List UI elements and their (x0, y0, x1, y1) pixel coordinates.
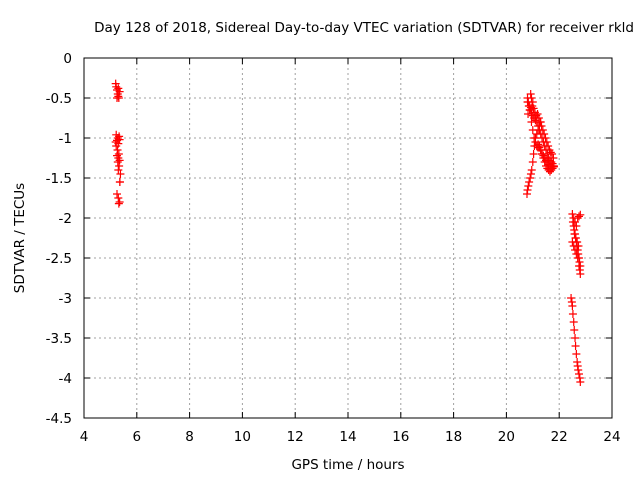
x-tick-label: 24 (603, 429, 620, 445)
y-tick-label: -1 (59, 131, 72, 147)
data-point (574, 242, 583, 250)
x-tick-label: 16 (392, 429, 409, 445)
data-point (116, 170, 125, 178)
data-point (575, 266, 584, 274)
y-tick-label: -2.5 (46, 251, 72, 267)
y-tick-label: -3 (59, 291, 72, 307)
data-point (529, 104, 538, 113)
data-point (524, 182, 533, 190)
data-point (568, 310, 577, 318)
data-point (528, 98, 537, 106)
data-point (540, 130, 549, 138)
data-point (534, 114, 543, 122)
data-point (573, 238, 582, 246)
data-point (572, 222, 581, 230)
data-point (571, 342, 580, 350)
x-tick-label: 4 (80, 429, 89, 445)
x-tick-label: 10 (234, 429, 251, 445)
data-point (548, 150, 557, 158)
data-point (549, 162, 558, 171)
data-point (536, 118, 545, 126)
y-tick-label: -4.5 (46, 411, 72, 427)
x-tick-label: 18 (445, 429, 462, 445)
data-point (544, 142, 553, 150)
data-point (114, 92, 123, 101)
data-point (570, 230, 579, 238)
data-point (542, 138, 551, 146)
data-point (568, 210, 577, 218)
x-tick-label: 8 (185, 429, 194, 445)
data-point (569, 318, 578, 326)
data-point (571, 234, 580, 242)
data-point (523, 186, 532, 194)
data-point (526, 174, 535, 182)
x-axis-label: GPS time / hours (291, 457, 405, 473)
data-point (533, 110, 542, 118)
x-tick-label: 6 (133, 429, 142, 445)
x-tick-label: 20 (498, 429, 515, 445)
data-point (114, 199, 123, 208)
y-tick-label: -4 (59, 371, 72, 387)
data-point (575, 370, 583, 378)
x-tick-label: 22 (551, 429, 568, 445)
data-point (115, 198, 124, 206)
data-point (535, 142, 544, 150)
x-tick-label: 12 (287, 429, 304, 445)
data-point (113, 94, 121, 102)
data-point (528, 158, 537, 166)
y-tick-label: -1.5 (46, 171, 72, 187)
data-point (576, 210, 585, 219)
data-point (527, 94, 536, 102)
data-point (529, 150, 538, 158)
data-point (570, 326, 579, 334)
data-point (114, 166, 123, 174)
data-point (532, 130, 541, 138)
data-point (115, 135, 124, 144)
data-point (115, 162, 124, 170)
data-point (525, 102, 534, 110)
data-point (541, 134, 550, 142)
data-point (573, 254, 582, 262)
data-point (115, 87, 124, 96)
data-point (571, 246, 580, 254)
data-point (548, 164, 557, 173)
y-tick-label: -3.5 (46, 331, 72, 347)
data-point (549, 154, 558, 162)
data-point (572, 350, 581, 358)
data-point (568, 302, 577, 310)
data-point (526, 106, 535, 114)
data-point (531, 134, 540, 142)
data-point (526, 90, 535, 98)
data-point (527, 118, 536, 126)
data-point (112, 142, 121, 150)
data-point (536, 146, 545, 154)
data-point (544, 160, 553, 169)
data-point (535, 122, 544, 130)
data-point (525, 178, 534, 186)
data-point (527, 166, 536, 174)
data-point (567, 294, 576, 302)
data-point (574, 366, 583, 374)
data-point (546, 148, 555, 157)
data-point (571, 334, 580, 342)
x-tick-label: 14 (339, 429, 356, 445)
data-point (575, 212, 583, 221)
data-point (113, 190, 121, 198)
data-point (113, 158, 122, 166)
data-point (526, 170, 535, 178)
data-point (576, 378, 585, 386)
data-point (572, 250, 581, 258)
y-tick-label: 0 (63, 51, 72, 67)
y-tick-label: -2 (59, 211, 72, 227)
y-axis-label: SDTVAR / TECUs (12, 182, 28, 294)
y-tick-label: -0.5 (46, 91, 72, 107)
chart-title: Day 128 of 2018, Sidereal Day-to-day VTE… (94, 20, 634, 36)
data-point (575, 262, 583, 270)
data-point (115, 178, 124, 186)
data-point (534, 126, 543, 134)
